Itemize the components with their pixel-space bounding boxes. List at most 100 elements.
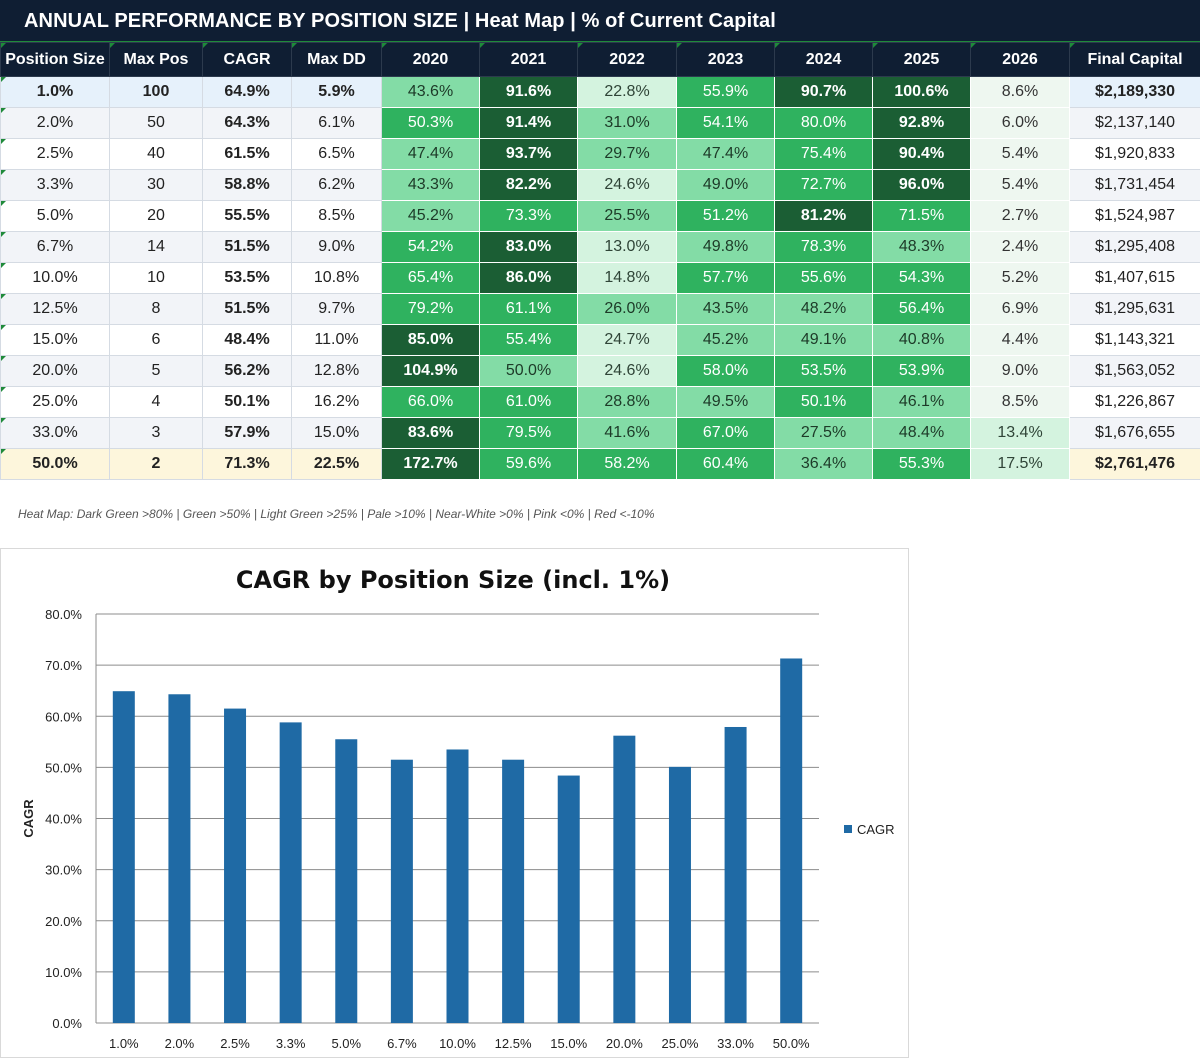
cell-year-2024: 50.1%	[774, 386, 873, 418]
col-header-2020[interactable]: 2020	[381, 42, 480, 77]
cell-year-2024: 90.7%	[774, 76, 873, 108]
cell-max-dd: 5.9%	[291, 76, 382, 108]
x-tick-label: 2.0%	[165, 1036, 195, 1051]
cell-year-2026: 5.2%	[970, 262, 1070, 294]
table-row[interactable]: 6.7% 14 51.5% 9.0% 54.2% 83.0% 13.0% 49.8% 78.3%…	[0, 231, 1200, 263]
report-title: ANNUAL PERFORMANCE BY POSITION SIZE | He…	[0, 0, 1200, 42]
table-row[interactable]: 33.0% 3 57.9% 15.0% 83.6% 79.5% 41.6% 67.0% 27.5…	[0, 417, 1200, 449]
x-tick-label: 12.5%	[495, 1036, 532, 1051]
col-header-2025[interactable]: 2025	[872, 42, 971, 77]
cell-cagr: 51.5%	[202, 231, 292, 263]
cagr-chart[interactable]: CAGR by Position Size (incl. 1%) 0.0% 10.0…	[0, 548, 909, 1058]
table-row[interactable]: 10.0% 10 53.5% 10.8% 65.4% 86.0% 14.8% 57.7% 55.…	[0, 262, 1200, 294]
cell-year-2025: 96.0%	[872, 169, 971, 201]
col-header-2023[interactable]: 2023	[676, 42, 775, 77]
cell-year-2022: 26.0%	[577, 293, 677, 325]
cell-year-2022: 28.8%	[577, 386, 677, 418]
col-header-2022[interactable]: 2022	[577, 42, 677, 77]
cell-year-2026: 5.4%	[970, 169, 1070, 201]
cell-cagr: 64.3%	[202, 107, 292, 139]
cell-year-2020: 83.6%	[381, 417, 480, 449]
cell-max-pos: 4	[109, 386, 203, 418]
cell-year-2025: 55.3%	[872, 448, 971, 480]
cell-cagr: 56.2%	[202, 355, 292, 387]
table-row[interactable]: 1.0% 100 64.9% 5.9% 43.6% 91.6% 22.8% 55.9% 90.7…	[0, 76, 1200, 108]
cell-position-size: 2.5%	[0, 138, 110, 170]
heat-map-table: Position Size Max Pos CAGR Max DD 2020 2…	[0, 42, 1200, 480]
col-header-cagr[interactable]: CAGR	[202, 42, 292, 77]
bar-1.0%	[112, 691, 135, 1023]
table-row[interactable]: 2.5% 40 61.5% 6.5% 47.4% 93.7% 29.7% 47.4% 75.4%…	[0, 138, 1200, 170]
cell-year-2025: 56.4%	[872, 293, 971, 325]
cell-max-dd: 8.5%	[291, 200, 382, 232]
table-row[interactable]: 2.0% 50 64.3% 6.1% 50.3% 91.4% 31.0% 54.1% 80.0%…	[0, 107, 1200, 139]
cell-year-2026: 4.4%	[970, 324, 1070, 356]
cell-year-2023: 49.8%	[676, 231, 775, 263]
cell-year-2023: 47.4%	[676, 138, 775, 170]
bar-2.0%	[168, 694, 191, 1023]
cell-year-2025: 90.4%	[872, 138, 971, 170]
x-tick-label: 10.0%	[439, 1036, 476, 1051]
col-header-max-dd[interactable]: Max DD	[291, 42, 382, 77]
cell-max-dd: 15.0%	[291, 417, 382, 449]
cell-year-2021: 86.0%	[479, 262, 578, 294]
cell-position-size: 5.0%	[0, 200, 110, 232]
cell-year-2023: 60.4%	[676, 448, 775, 480]
cell-year-2024: 78.3%	[774, 231, 873, 263]
cell-year-2026: 8.5%	[970, 386, 1070, 418]
bar-15.0%	[557, 775, 580, 1023]
cell-position-size: 50.0%	[0, 448, 110, 480]
cell-position-size: 20.0%	[0, 355, 110, 387]
table-row[interactable]: 50.0% 2 71.3% 22.5% 172.7% 59.6% 58.2% 60.4% 36.…	[0, 448, 1200, 480]
cell-cagr: 53.5%	[202, 262, 292, 294]
cell-final-capital: $2,761,476	[1069, 448, 1200, 480]
cell-final-capital: $2,137,140	[1069, 107, 1200, 139]
cell-max-dd: 6.1%	[291, 107, 382, 139]
cell-final-capital: $1,920,833	[1069, 138, 1200, 170]
col-header-max-pos[interactable]: Max Pos	[109, 42, 203, 77]
cell-max-dd: 16.2%	[291, 386, 382, 418]
col-header-position-size[interactable]: Position Size	[0, 42, 110, 77]
cell-cagr: 61.5%	[202, 138, 292, 170]
heat-map-legend-note: Heat Map: Dark Green >80% | Green >50% |…	[18, 507, 655, 521]
table-row[interactable]: 3.3% 30 58.8% 6.2% 43.3% 82.2% 24.6% 49.0% 72.7%…	[0, 169, 1200, 201]
table-row[interactable]: 12.5% 8 51.5% 9.7% 79.2% 61.1% 26.0% 43.5% 48.2%…	[0, 293, 1200, 325]
cell-year-2026: 6.9%	[970, 293, 1070, 325]
x-tick-label: 5.0%	[331, 1036, 361, 1051]
cell-final-capital: $1,563,052	[1069, 355, 1200, 387]
cell-year-2020: 43.3%	[381, 169, 480, 201]
cell-max-dd: 9.7%	[291, 293, 382, 325]
table-row[interactable]: 5.0% 20 55.5% 8.5% 45.2% 73.3% 25.5% 51.2% 81.2%…	[0, 200, 1200, 232]
cell-year-2024: 36.4%	[774, 448, 873, 480]
cell-max-pos: 2	[109, 448, 203, 480]
cell-year-2025: 46.1%	[872, 386, 971, 418]
cell-year-2026: 6.0%	[970, 107, 1070, 139]
cell-year-2020: 54.2%	[381, 231, 480, 263]
table-row[interactable]: 15.0% 6 48.4% 11.0% 85.0% 55.4% 24.7% 45.2% 49.1…	[0, 324, 1200, 356]
cell-year-2021: 59.6%	[479, 448, 578, 480]
cell-max-pos: 20	[109, 200, 203, 232]
cell-year-2025: 53.9%	[872, 355, 971, 387]
cell-cagr: 50.1%	[202, 386, 292, 418]
cell-year-2023: 54.1%	[676, 107, 775, 139]
cell-year-2020: 45.2%	[381, 200, 480, 232]
x-tick-label: 15.0%	[550, 1036, 587, 1051]
cell-year-2020: 172.7%	[381, 448, 480, 480]
y-tick-label: 20.0%	[45, 914, 82, 929]
table-row[interactable]: 25.0% 4 50.1% 16.2% 66.0% 61.0% 28.8% 49.5% 50.1…	[0, 386, 1200, 418]
col-header-2024[interactable]: 2024	[774, 42, 873, 77]
table-row[interactable]: 20.0% 5 56.2% 12.8% 104.9% 50.0% 24.6% 58.0% 53.…	[0, 355, 1200, 387]
cell-final-capital: $1,143,321	[1069, 324, 1200, 356]
cell-year-2025: 40.8%	[872, 324, 971, 356]
cell-cagr: 58.8%	[202, 169, 292, 201]
table-body: 1.0% 100 64.9% 5.9% 43.6% 91.6% 22.8% 55.9% 90.7…	[0, 76, 1200, 480]
col-header-2021[interactable]: 2021	[479, 42, 578, 77]
col-header-final-capital[interactable]: Final Capital	[1069, 42, 1200, 77]
col-header-2026[interactable]: 2026	[970, 42, 1070, 77]
cell-year-2021: 50.0%	[479, 355, 578, 387]
cell-year-2021: 91.6%	[479, 76, 578, 108]
x-tick-label: 6.7%	[387, 1036, 417, 1051]
x-tick-label: 1.0%	[109, 1036, 139, 1051]
y-tick-label: 10.0%	[45, 965, 82, 980]
cell-year-2021: 61.1%	[479, 293, 578, 325]
